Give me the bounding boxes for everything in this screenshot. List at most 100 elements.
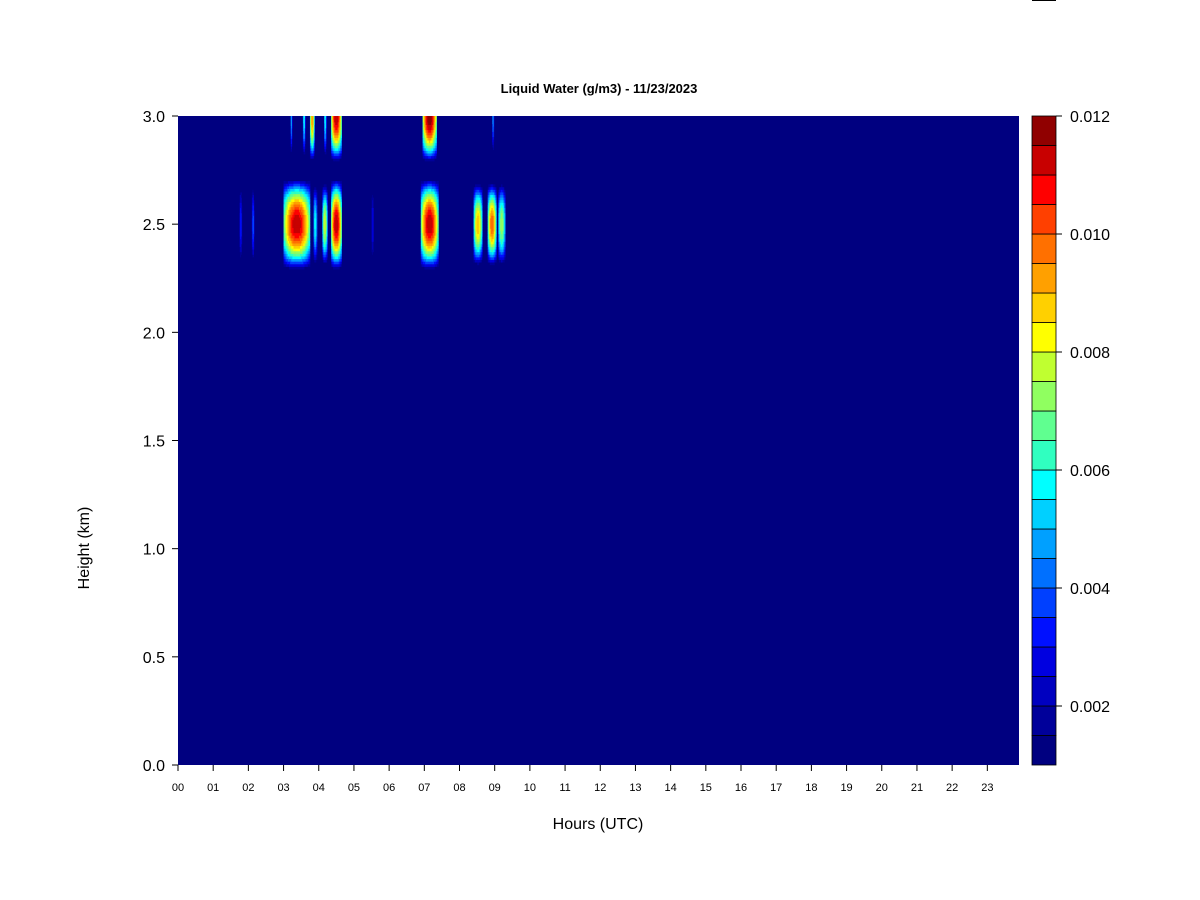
heatmap-cell xyxy=(496,236,497,240)
heatmap-cell xyxy=(424,245,426,249)
heatmap-cell xyxy=(491,202,493,206)
heatmap-cell xyxy=(306,250,309,254)
heatmap-cell xyxy=(434,232,436,236)
heatmap-cell xyxy=(314,244,316,247)
heatmap-cell xyxy=(314,254,316,258)
heatmap-cell xyxy=(503,199,505,203)
heatmap-cell xyxy=(313,96,314,99)
heatmap-cell xyxy=(251,215,253,219)
heatmap-cell xyxy=(333,183,335,187)
heatmap-cell xyxy=(433,238,436,241)
heatmap-cell xyxy=(431,227,433,231)
heatmap-cell xyxy=(474,259,476,263)
heatmap-cell xyxy=(313,129,315,133)
heatmap-cell xyxy=(331,206,333,210)
heatmap-cell xyxy=(254,225,255,229)
heatmap-cell xyxy=(478,254,480,258)
heatmap-cell xyxy=(305,87,306,90)
heatmap-cell xyxy=(436,225,438,228)
heatmap-cell xyxy=(333,142,335,146)
heatmap-cell xyxy=(431,230,433,234)
heatmap-cell xyxy=(480,186,482,190)
heatmap-cell xyxy=(309,150,311,154)
heatmap-cell xyxy=(494,244,496,247)
heatmap-cell xyxy=(435,266,437,270)
heatmap-cell xyxy=(420,227,422,231)
heatmap-cell xyxy=(323,238,325,242)
heatmap-cell xyxy=(475,205,477,209)
heatmap-cell xyxy=(421,245,423,249)
heatmap-cell xyxy=(428,217,430,221)
heatmap-cell xyxy=(296,263,299,267)
heatmap-cell xyxy=(314,124,315,128)
heatmap-cell xyxy=(337,191,339,195)
heatmap-cell xyxy=(428,209,430,213)
heatmap-cell xyxy=(334,132,336,136)
heatmap-cell xyxy=(336,83,337,86)
heatmap-cell xyxy=(428,238,430,241)
heatmap-cell xyxy=(324,223,326,227)
heatmap-cell xyxy=(420,183,422,187)
heatmap-cell xyxy=(336,70,337,73)
heatmap-cell xyxy=(500,225,502,229)
heatmap-cell xyxy=(305,222,307,226)
heatmap-cell xyxy=(372,244,374,247)
heatmap-cell xyxy=(503,210,505,214)
heatmap-cell xyxy=(314,104,315,107)
heatmap-cell xyxy=(240,192,242,196)
heatmap-cell xyxy=(324,154,326,157)
heatmap-cell xyxy=(496,202,497,206)
heatmap-cell xyxy=(335,178,337,182)
heatmap-cell xyxy=(308,186,311,189)
heatmap-cell xyxy=(337,81,338,84)
heatmap-cell xyxy=(295,240,298,244)
heatmap-cell xyxy=(333,235,335,239)
heatmap-cell xyxy=(489,205,491,209)
heatmap-cell xyxy=(337,91,338,94)
heatmap-cell xyxy=(326,100,327,103)
heatmap-cell xyxy=(307,180,310,184)
heatmap-cell xyxy=(290,235,292,239)
heatmap-cell xyxy=(332,212,334,215)
heatmap-cell xyxy=(425,199,427,202)
heatmap-cell xyxy=(290,116,292,119)
heatmap-cell xyxy=(372,246,374,250)
heatmap-cell xyxy=(316,231,318,234)
heatmap-cell xyxy=(324,102,325,105)
heatmap-cell xyxy=(306,222,309,226)
heatmap-cell xyxy=(489,210,491,214)
heatmap-cell xyxy=(476,207,478,211)
heatmap-cell xyxy=(291,214,293,218)
heatmap-cell xyxy=(371,246,373,250)
heatmap-cell xyxy=(311,94,312,97)
heatmap-cell xyxy=(334,212,336,215)
heatmap-cell xyxy=(474,254,476,258)
heatmap-cell xyxy=(428,178,430,182)
heatmap-cell xyxy=(372,207,374,211)
heatmap-cell xyxy=(436,217,438,221)
heatmap-cell xyxy=(488,210,490,214)
heatmap-cell xyxy=(501,220,503,224)
heatmap-cell xyxy=(495,192,497,196)
heatmap-cell xyxy=(474,192,476,196)
heatmap-cell xyxy=(493,241,495,245)
heatmap-cell xyxy=(252,231,254,234)
heatmap-cell xyxy=(253,207,255,211)
heatmap-cell xyxy=(333,248,335,252)
heatmap-cell xyxy=(298,219,301,223)
heatmap-cell xyxy=(502,236,504,240)
heatmap-cell xyxy=(427,261,429,265)
heatmap-cell xyxy=(333,232,335,236)
heatmap-cell xyxy=(432,266,434,270)
heatmap-cell xyxy=(290,180,292,184)
heatmap-cell xyxy=(285,253,288,257)
heatmap-cell xyxy=(332,235,334,239)
heatmap-cell xyxy=(338,238,340,241)
heatmap-cell xyxy=(291,87,292,90)
heatmap-cell xyxy=(291,133,293,137)
heatmap-cell xyxy=(290,193,292,197)
heatmap-cell xyxy=(429,196,431,200)
heatmap-cell xyxy=(333,127,335,131)
heatmap-cell xyxy=(322,220,324,224)
heatmap-cell xyxy=(481,186,483,190)
